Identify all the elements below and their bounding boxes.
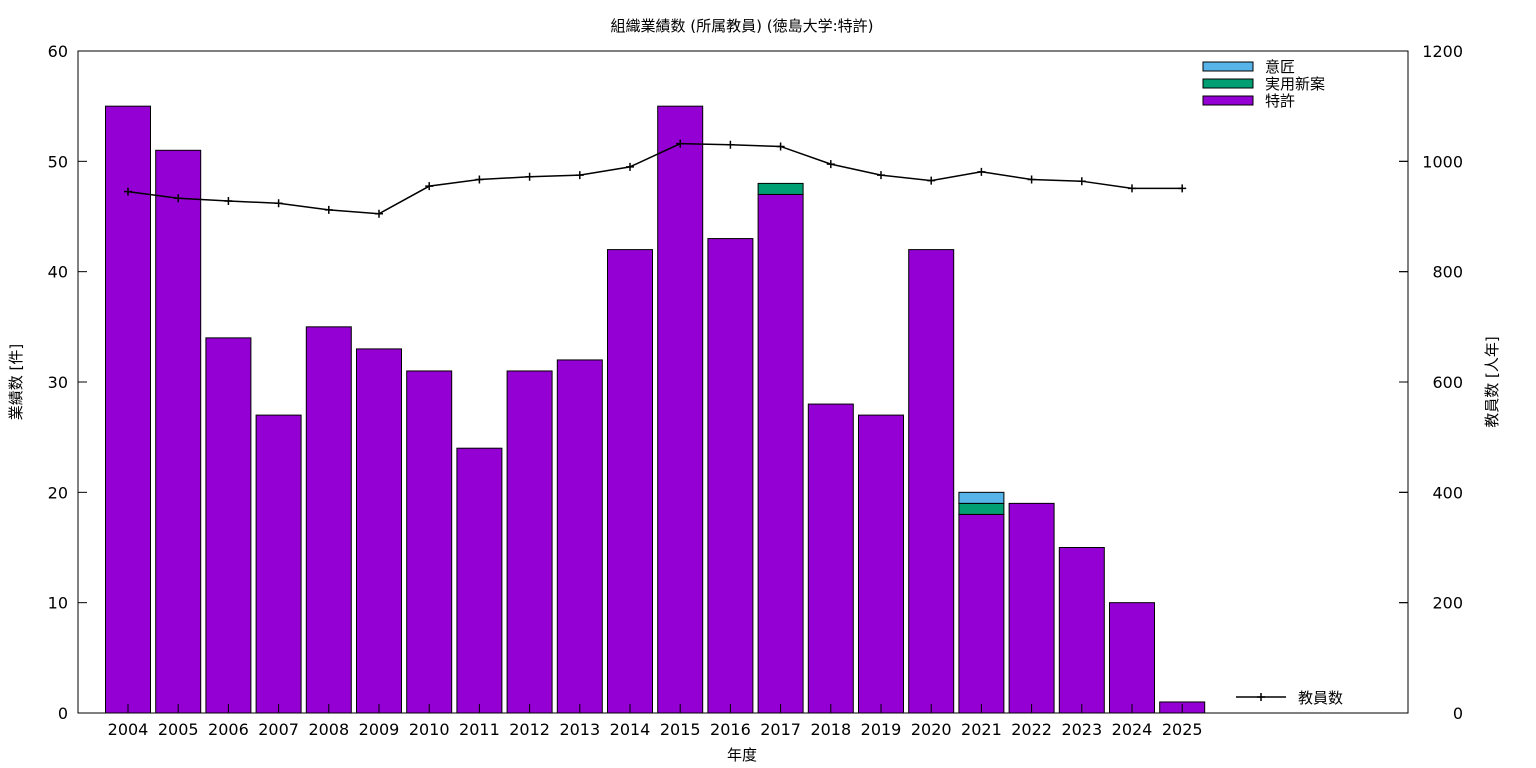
- legend-label-2: 意匠: [1265, 58, 1295, 76]
- x-tick-label: 2025: [1162, 720, 1203, 739]
- bar-2013-series-0: [556, 359, 603, 714]
- bar-2021-series-0: [958, 513, 1005, 714]
- bar-2024-series-0: [1109, 602, 1155, 714]
- line-series-staff: [127, 142, 1183, 215]
- y-tick-label: 0: [58, 704, 68, 723]
- bar-2011-series-0: [456, 447, 503, 714]
- x-tick-label: 2008: [308, 720, 349, 739]
- y-tick-label: 10: [48, 594, 68, 613]
- line-point: [375, 209, 383, 218]
- bar-2006-series-0: [205, 337, 252, 714]
- y-tick-label: 40: [48, 263, 68, 282]
- y-tick-label: 60: [48, 42, 68, 61]
- x-tick-label: 2005: [158, 720, 199, 739]
- bar-2007-series-0: [255, 414, 302, 714]
- legend-swatch-0: [1202, 95, 1254, 106]
- line-point: [1178, 184, 1187, 193]
- line-point: [676, 139, 685, 148]
- line-point: [826, 160, 835, 169]
- bar-2012-series-0: [506, 370, 553, 714]
- x-tick-label: 2006: [208, 720, 249, 739]
- x-tick-label: 2014: [610, 720, 651, 739]
- bar-2017-series-1: [757, 182, 804, 195]
- x-tick-label: 2004: [108, 720, 149, 739]
- x-tick-label: 2020: [911, 720, 952, 739]
- line-point: [776, 142, 785, 151]
- x-tick-label: 2010: [409, 720, 450, 739]
- legend-swatch-1: [1202, 78, 1254, 89]
- bar-2023-series-0: [1058, 547, 1105, 714]
- legend-line-marker: [1257, 693, 1265, 701]
- line-point: [977, 167, 986, 176]
- bar-2021-series-2: [958, 491, 1005, 504]
- line-point: [425, 182, 434, 191]
- x-tick-label: 2012: [509, 720, 550, 739]
- line-point: [626, 162, 634, 171]
- bar-2005-series-0: [155, 149, 202, 714]
- line-point: [174, 194, 183, 203]
- line-point: [1077, 177, 1086, 186]
- legend-line-label: 教員数: [1298, 689, 1343, 707]
- y2-axis-label: 教員数 [人年]: [1483, 336, 1501, 427]
- y2-tick-label: 1000: [1422, 152, 1463, 171]
- legend-label-1: 実用新案: [1265, 75, 1325, 93]
- line-point: [525, 172, 534, 181]
- bar-2016-series-0: [707, 238, 754, 714]
- line-point: [877, 171, 885, 180]
- y-tick-label: 20: [48, 483, 68, 502]
- bar-2021-series-1: [958, 502, 1005, 515]
- y2-tick-label: 0: [1453, 704, 1463, 723]
- legend-label-0: 特許: [1265, 92, 1295, 110]
- y2-tick-label: 600: [1432, 373, 1463, 392]
- x-tick-label: 2021: [961, 720, 1002, 739]
- line-point: [324, 205, 333, 214]
- bar-2009-series-0: [356, 348, 402, 714]
- chart-title: 組織業績数 (所属教員) (徳島大学:特許): [611, 17, 874, 35]
- bar-2004-series-0: [105, 105, 151, 714]
- line-point: [1027, 175, 1036, 184]
- x-tick-label: 2016: [710, 720, 751, 739]
- x-tick-label: 2009: [359, 720, 400, 739]
- line-point: [475, 175, 484, 184]
- bar-2014-series-0: [607, 249, 653, 714]
- line-point: [927, 176, 936, 185]
- x-tick-label: 2011: [459, 720, 500, 739]
- y-tick-label: 30: [48, 373, 68, 392]
- y2-tick-label: 200: [1432, 594, 1463, 613]
- x-tick-label: 2019: [861, 720, 902, 739]
- legend-swatch-2: [1202, 61, 1254, 72]
- x-tick-label: 2023: [1061, 720, 1102, 739]
- bar-2015-series-0: [657, 105, 704, 714]
- line-point: [124, 187, 132, 196]
- y-axis-label: 業績数 [件]: [7, 344, 25, 420]
- line-point: [575, 171, 584, 180]
- x-axis-label: 年度: [727, 746, 757, 764]
- bar-2017-series-0: [757, 193, 804, 714]
- y-tick-label: 50: [48, 152, 68, 171]
- bar-2018-series-0: [807, 403, 854, 714]
- line-point: [274, 199, 283, 208]
- y2-tick-label: 800: [1432, 263, 1463, 282]
- x-tick-label: 2013: [559, 720, 600, 739]
- x-tick-label: 2018: [810, 720, 851, 739]
- bar-2010-series-0: [406, 370, 453, 714]
- y2-tick-label: 400: [1432, 483, 1463, 502]
- bar-2020-series-0: [908, 249, 955, 714]
- line-point: [1128, 184, 1136, 193]
- line-point: [726, 140, 735, 149]
- y2-tick-label: 1200: [1422, 42, 1463, 61]
- x-tick-label: 2022: [1011, 720, 1052, 739]
- bar-2019-series-0: [858, 414, 904, 714]
- line-point: [224, 197, 233, 206]
- x-tick-label: 2017: [760, 720, 801, 739]
- x-tick-label: 2007: [258, 720, 299, 739]
- x-tick-label: 2015: [660, 720, 701, 739]
- bar-2022-series-0: [1008, 502, 1055, 714]
- x-tick-label: 2024: [1112, 720, 1153, 739]
- bar-2008-series-0: [305, 326, 352, 714]
